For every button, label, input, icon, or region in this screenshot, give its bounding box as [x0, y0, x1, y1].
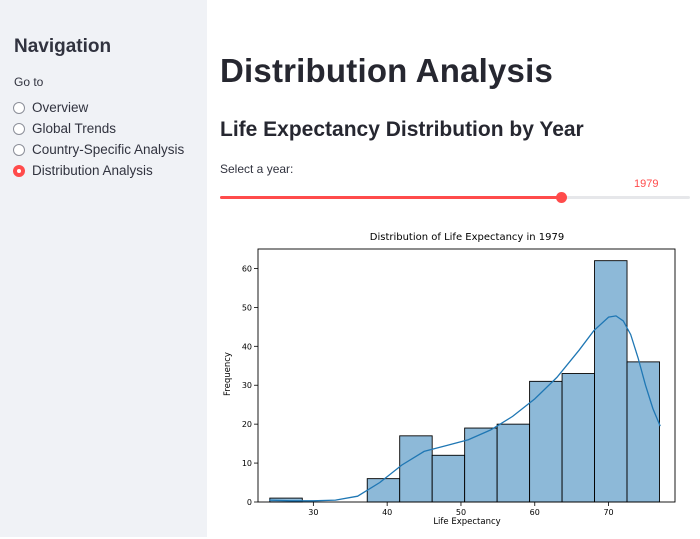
nav-option-global-trends[interactable]: Global Trends [13, 118, 184, 139]
y-tick-label: 50 [242, 303, 252, 312]
slider-value: 1979 [634, 178, 659, 190]
section-heading: Life Expectancy Distribution by Year [220, 118, 584, 141]
kde-curve [269, 315, 661, 502]
sidebar: Navigation Go to Overview Global Trends … [0, 0, 207, 537]
page-title: Distribution Analysis [220, 52, 554, 89]
radio-button-icon[interactable] [13, 143, 25, 156]
histogram-bar [594, 260, 628, 503]
histogram-chart: Distribution of Life Expectancy in 1979 … [220, 224, 690, 534]
y-tick-label: 10 [242, 459, 252, 468]
y-tick-label: 40 [242, 342, 252, 351]
slider-thumb[interactable] [556, 192, 567, 203]
x-tick-label: 50 [456, 508, 466, 517]
y-tick-label: 0 [247, 498, 252, 507]
chart-axes: 30 40 50 60 70 0 10 20 30 40 50 60 [242, 248, 676, 517]
x-tick-label: 60 [530, 508, 540, 517]
y-tick-label: 20 [242, 420, 252, 429]
radio-button-selected-icon[interactable] [13, 164, 25, 177]
slider-fill [220, 196, 561, 199]
kde-curve-group [269, 315, 661, 502]
y-tick-label: 30 [242, 381, 252, 390]
nav-option-distribution-analysis[interactable]: Distribution Analysis [13, 160, 184, 181]
sidebar-title: Navigation [14, 36, 112, 57]
nav-option-label: Global Trends [32, 121, 117, 136]
goto-label: Go to [14, 75, 44, 89]
main-content: Distribution Analysis Life Expectancy Di… [207, 0, 700, 537]
x-axis-label: Life Expectancy [433, 517, 500, 527]
x-tick-label: 30 [308, 508, 318, 517]
radio-button-icon[interactable] [13, 122, 25, 135]
nav-option-label: Distribution Analysis [32, 163, 153, 178]
radio-button-icon[interactable] [13, 101, 25, 114]
histogram-bar [496, 423, 531, 503]
nav-option-overview[interactable]: Overview [13, 97, 184, 118]
nav-option-label: Country-Specific Analysis [32, 142, 185, 157]
histogram-bar [626, 361, 660, 503]
nav-option-label: Overview [32, 100, 89, 115]
histogram-svg: Distribution of Life Expectancy in 1979 … [223, 232, 676, 527]
histogram-bar [561, 373, 596, 503]
histogram-bar [366, 478, 401, 503]
x-tick-label: 40 [382, 508, 392, 517]
histogram-bar [431, 454, 466, 503]
nav-radio-group: Overview Global Trends Country-Specific … [13, 97, 184, 181]
x-tick-label: 70 [603, 508, 613, 517]
histogram-bar [399, 435, 433, 503]
nav-option-country-specific-analysis[interactable]: Country-Specific Analysis [13, 139, 184, 160]
y-tick-label: 60 [242, 264, 252, 273]
plot-frame [257, 248, 676, 503]
chart-title: Distribution of Life Expectancy in 1979 [370, 232, 565, 243]
year-slider[interactable] [220, 192, 690, 203]
y-axis-label: Frequency [223, 352, 233, 396]
histogram-bars [269, 260, 660, 503]
slider-label: Select a year: [220, 162, 294, 176]
